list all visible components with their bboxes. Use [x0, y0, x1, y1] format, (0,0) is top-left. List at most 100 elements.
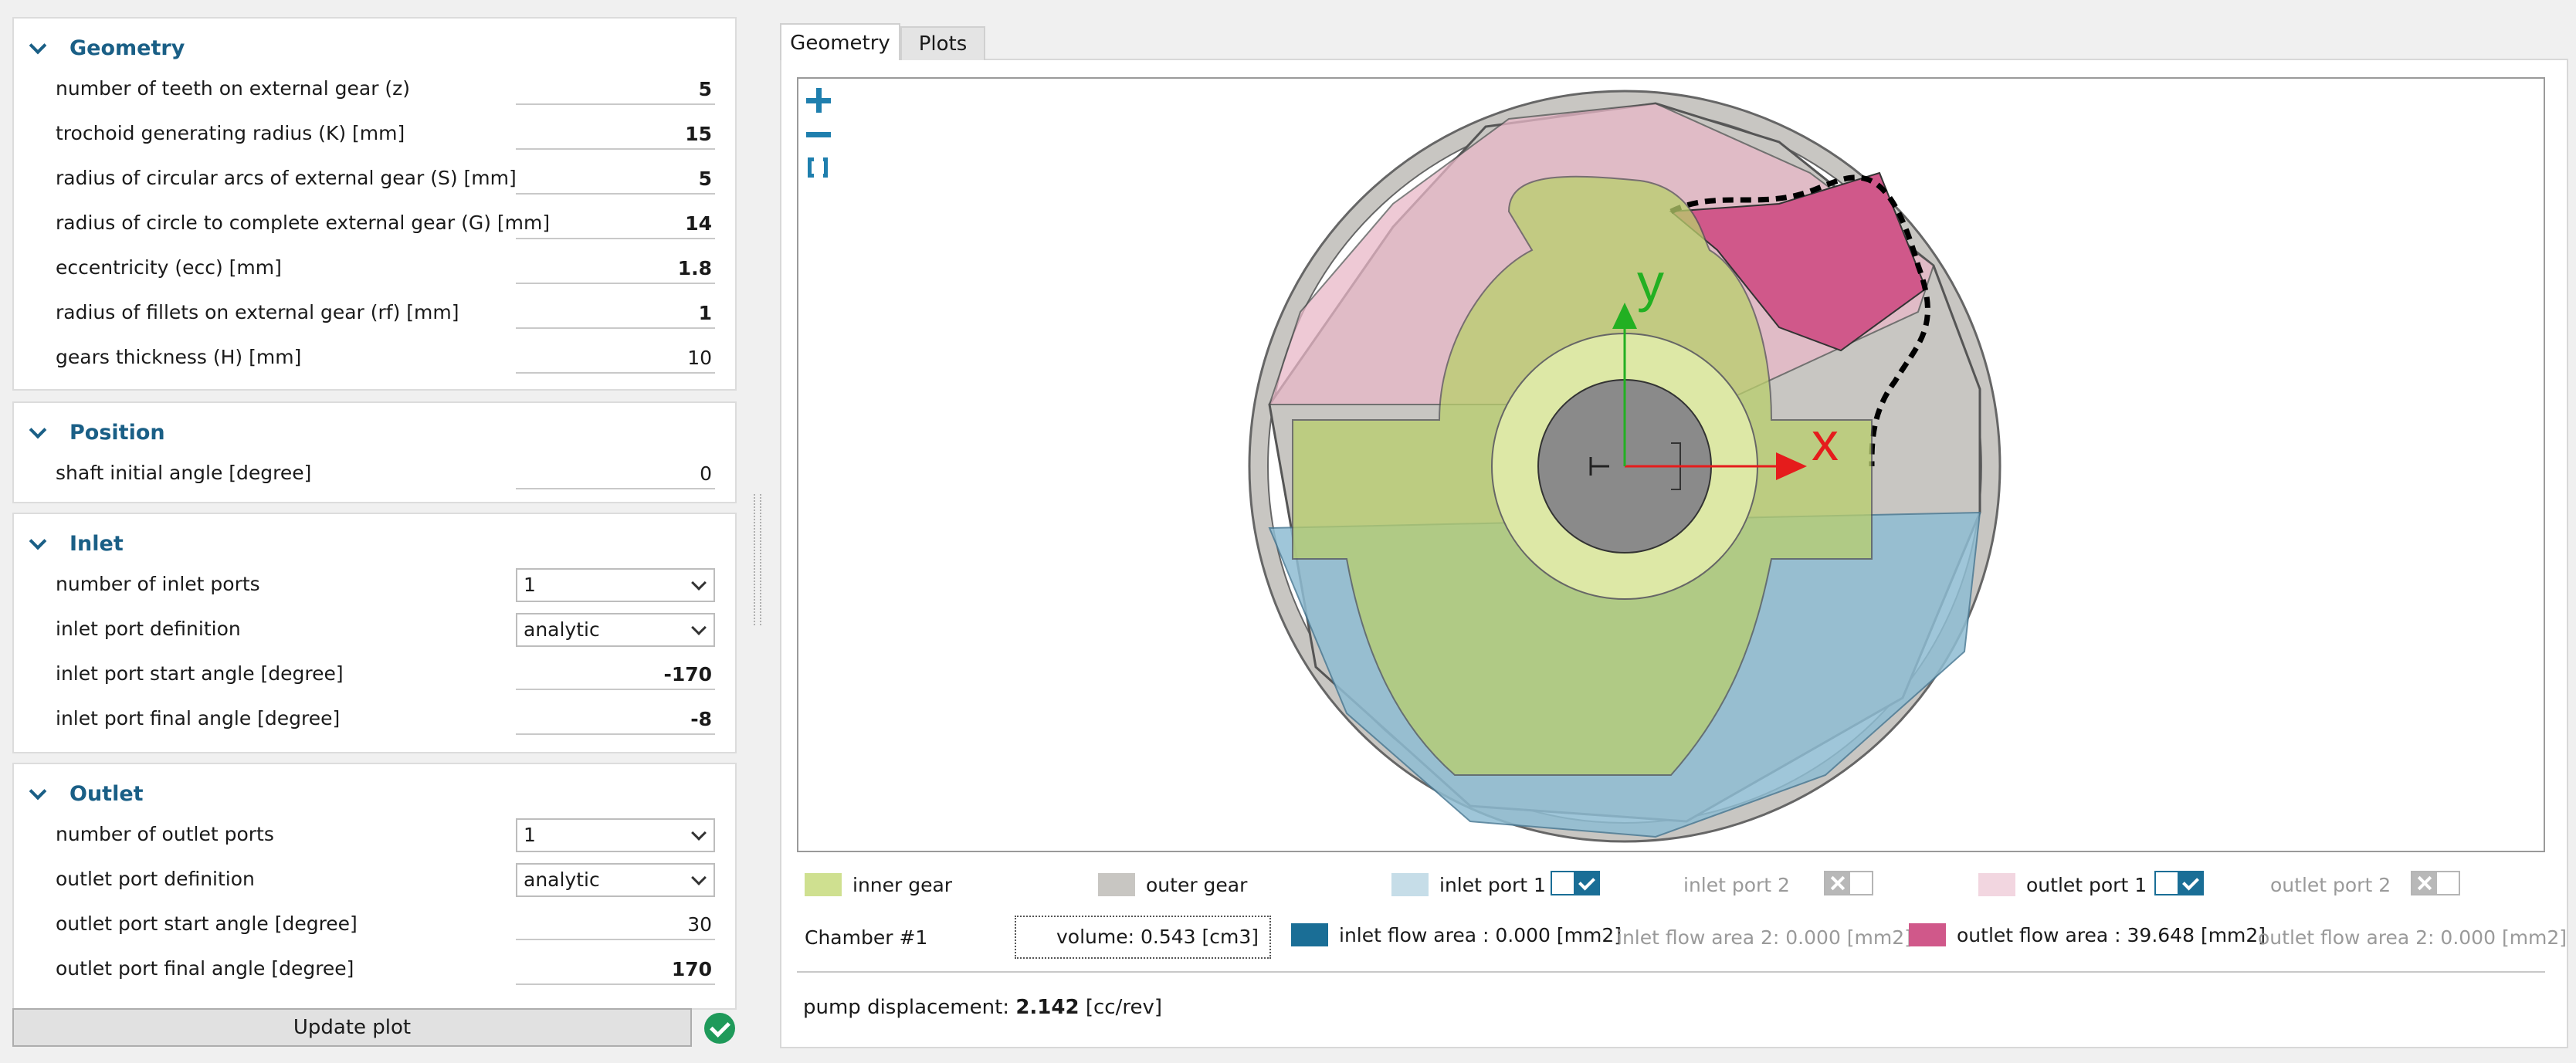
x-axis-label: x — [1812, 411, 1839, 472]
x-icon — [2412, 872, 2437, 894]
legend-inner-gear-label: inner gear — [852, 873, 953, 896]
position-param-label: shaft initial angle [degree] — [56, 462, 312, 484]
geometry-param-label: radius of circle to complete external ge… — [56, 212, 551, 234]
inlet-param-row: inlet port final angle [degree] -8 — [56, 702, 720, 740]
geometry-param-input[interactable]: 15 — [516, 119, 715, 150]
legend-inlet-port-2-label: inlet port 2 — [1683, 873, 1790, 896]
position-param-row: shaft initial angle [degree] 0 — [56, 457, 720, 494]
geometry-canvas[interactable]: x y — [797, 77, 2545, 852]
zoom-in-icon[interactable] — [805, 86, 832, 114]
outlet-param-select[interactable]: 1 — [516, 818, 715, 852]
gear-plot: x y — [1248, 90, 2001, 843]
legend-inlet-port-2: inlet port 2 — [1683, 871, 1790, 899]
inlet-param-label: inlet port definition — [56, 618, 241, 640]
inlet-param-label: inlet port start angle [degree] — [56, 662, 344, 685]
legend-outlet-port-1: outlet port 1 — [1978, 871, 2147, 899]
chevron-down-icon[interactable] — [28, 533, 49, 554]
inlet-port-2-toggle[interactable] — [1824, 871, 1873, 895]
select-value: 1 — [524, 574, 536, 596]
inlet-param-row: inlet port definition analytic — [56, 613, 720, 650]
inlet-port-1-toggle[interactable] — [1551, 871, 1600, 895]
y-axis-label: y — [1637, 252, 1664, 313]
inlet-param-row: number of inlet ports 1 — [56, 568, 720, 605]
outlet-port-2-toggle[interactable] — [2411, 871, 2460, 895]
pump-displacement-label: pump displacement: — [803, 996, 1010, 1019]
inlet-param-row: inlet port start angle [degree] -170 — [56, 658, 720, 695]
tab-plots[interactable]: Plots — [900, 26, 985, 60]
zoom-fit-icon[interactable] — [805, 154, 832, 182]
outlet-port-1-toggle[interactable] — [2154, 871, 2204, 895]
chevron-down-icon[interactable] — [28, 37, 49, 59]
inlet-flow-area-2: inlet flow area 2: 0.000 [mm2] — [1617, 926, 1912, 949]
chevron-down-icon[interactable] — [28, 783, 49, 804]
outlet-param-row: outlet port start angle [degree] 30 — [56, 908, 720, 945]
outlet-group: Outlet number of outlet ports 1 outlet por… — [12, 763, 737, 1010]
outlet-param-label: outlet port final angle [degree] — [56, 957, 354, 980]
outlet-flow-swatch — [1909, 923, 1946, 946]
legend-inner-gear: inner gear — [805, 871, 952, 899]
chamber-label: Chamber #1 — [805, 926, 928, 949]
inlet-flow-swatch — [1291, 923, 1328, 946]
zoom-out-icon[interactable] — [805, 120, 832, 148]
pump-displacement-unit: [cc/rev] — [1085, 996, 1162, 1019]
inlet-group-header[interactable]: Inlet — [28, 528, 124, 559]
geometry-param-row: radius of circular arcs of external gear… — [56, 162, 720, 199]
inlet-group-title: Inlet — [69, 531, 124, 556]
outlet-param-select[interactable]: analytic — [516, 863, 715, 897]
outlet-flow-area-2: outlet flow area 2: 0.000 [mm2] — [2258, 926, 2568, 949]
chevron-down-icon — [691, 870, 707, 885]
geometry-group-title: Geometry — [69, 36, 185, 60]
geometry-param-label: trochoid generating radius (K) [mm] — [56, 122, 405, 144]
check-icon — [2178, 872, 2202, 894]
geometry-param-label: gears thickness (H) [mm] — [56, 346, 302, 368]
inlet-flow-area-label: inlet flow area : 0.000 [mm2] — [1339, 923, 1622, 946]
geometry-param-input[interactable]: 1.8 — [516, 253, 715, 284]
legend-outer-gear: outer gear — [1098, 871, 1247, 899]
select-value: analytic — [524, 618, 600, 641]
outlet-port-swatch — [1978, 873, 2015, 896]
geometry-param-row: trochoid generating radius (K) [mm] 15 — [56, 117, 720, 154]
outlet-param-row: number of outlet ports 1 — [56, 818, 720, 855]
select-value: 1 — [524, 824, 536, 846]
geometry-param-row: gears thickness (H) [mm] 10 — [56, 341, 720, 378]
geometry-param-label: radius of fillets on external gear (rf) … — [56, 301, 459, 323]
inlet-param-select[interactable]: analytic — [516, 613, 715, 647]
pump-displacement: pump displacement: 2.142 [cc/rev] — [803, 996, 1162, 1019]
check-circle-icon — [704, 1013, 735, 1044]
geometry-param-row: number of teeth on external gear (z) 5 — [56, 73, 720, 110]
tab-geometry[interactable]: Geometry — [780, 23, 900, 60]
geometry-param-input[interactable]: 14 — [516, 208, 715, 239]
geometry-param-label: radius of circular arcs of external gear… — [56, 167, 517, 189]
inlet-param-select[interactable]: 1 — [516, 568, 715, 602]
outlet-param-input[interactable]: 30 — [516, 909, 715, 940]
position-param-input[interactable]: 0 — [516, 459, 715, 489]
chevron-down-icon — [691, 575, 707, 591]
geometry-param-label: number of teeth on external gear (z) — [56, 77, 411, 100]
chamber-volume[interactable]: volume: 0.543 [cm3] — [1015, 916, 1271, 959]
splitter-handle[interactable] — [754, 494, 761, 625]
position-group-header[interactable]: Position — [28, 417, 165, 448]
inlet-param-input[interactable]: -170 — [516, 659, 715, 690]
geometry-group-header[interactable]: Geometry — [28, 32, 185, 63]
geometry-param-input[interactable]: 5 — [516, 74, 715, 105]
outlet-param-input[interactable]: 170 — [516, 954, 715, 985]
y-axis-arrow-icon — [1612, 303, 1637, 329]
update-plot-button[interactable]: Update plot — [12, 1008, 692, 1047]
x-axis-arrow-icon — [1776, 452, 1807, 480]
chevron-down-icon[interactable] — [28, 421, 49, 443]
inner-gear-swatch — [805, 873, 842, 896]
geometry-param-row: radius of circle to complete external ge… — [56, 207, 720, 244]
outlet-flow-area: outlet flow area : 39.648 [mm2] — [1909, 923, 2266, 946]
geometry-param-input[interactable]: 1 — [516, 298, 715, 329]
geometry-param-input[interactable]: 10 — [516, 343, 715, 374]
chamber-outline — [1669, 174, 1930, 467]
outlet-group-header[interactable]: Outlet — [28, 778, 144, 809]
outlet-param-row: outlet port definition analytic — [56, 863, 720, 900]
inlet-param-input[interactable]: -8 — [516, 704, 715, 735]
legend-outlet-port-1-label: outlet port 1 — [2026, 873, 2147, 896]
geometry-group: Geometry number of teeth on external gea… — [12, 17, 737, 391]
inlet-param-label: number of inlet ports — [56, 573, 260, 595]
geometry-param-input[interactable]: 5 — [516, 164, 715, 195]
geometry-param-label: eccentricity (ecc) [mm] — [56, 256, 282, 279]
legend-outlet-port-2: outlet port 2 — [2270, 871, 2391, 899]
